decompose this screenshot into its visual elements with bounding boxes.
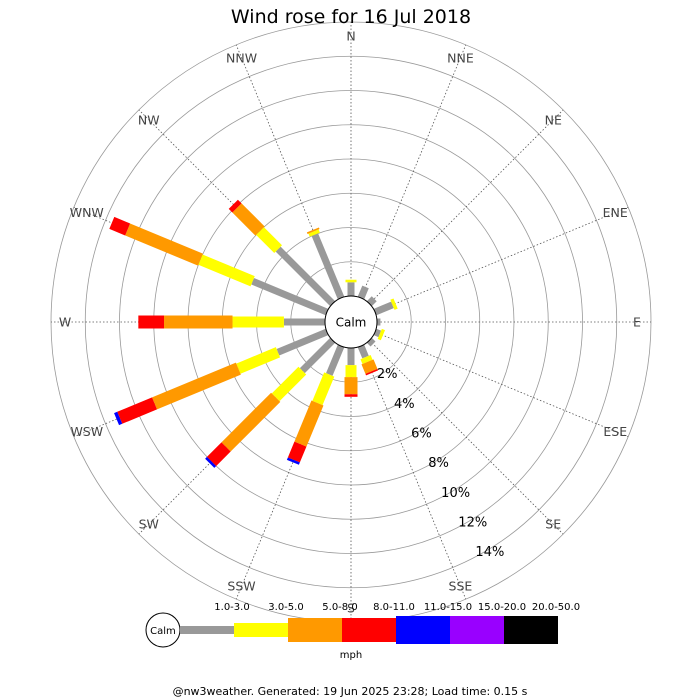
legend-swatch-5.0-8.0 bbox=[288, 618, 342, 642]
compass-label-se: SE bbox=[545, 517, 561, 532]
bar-sse-8.0-11.0 bbox=[365, 368, 379, 376]
spoke-se bbox=[369, 340, 564, 535]
calm-label: Calm bbox=[336, 316, 367, 330]
ring-label-2: 2% bbox=[377, 367, 398, 382]
bar-nw-8.0-11.0 bbox=[228, 199, 242, 213]
legend-swatch-15.0-20.0 bbox=[450, 616, 504, 644]
bar-nnw-1.0-3.0 bbox=[311, 233, 345, 300]
bar-sw-11.0-15.0 bbox=[205, 456, 217, 468]
spoke-sse bbox=[360, 345, 467, 600]
legend-label-20.0-50.0: 20.0-50.0 bbox=[532, 602, 580, 613]
bar-wnw-1.0-3.0 bbox=[251, 278, 329, 316]
compass-label-ese: ESE bbox=[603, 424, 627, 439]
bar-sw-3.0-5.0 bbox=[271, 366, 307, 402]
legend-units: mph bbox=[340, 650, 362, 661]
bar-nnw-5.0-8.0 bbox=[306, 227, 320, 235]
footer-text: @nw3weather. Generated: 19 Jun 2025 23:2… bbox=[173, 685, 528, 698]
compass-label-n: N bbox=[346, 29, 355, 44]
legend-label-11.0-15.0: 11.0-15.0 bbox=[424, 602, 472, 613]
compass-label-e: E bbox=[633, 315, 641, 330]
legend-label-8.0-11.0: 8.0-11.0 bbox=[373, 602, 415, 613]
compass-labels-layer: N NNE NE ENE E ESE SE SSE S SSW SW WSW W WNW NW NNW bbox=[59, 29, 641, 616]
compass-label-wsw: WSW bbox=[70, 424, 103, 439]
compass-label-wnw: WNW bbox=[70, 205, 104, 220]
bar-ene-1.0-3.0 bbox=[373, 301, 394, 316]
bar-ne-1.0-3.0 bbox=[366, 296, 377, 307]
ring-14 bbox=[84, 55, 618, 589]
compass-label-w: W bbox=[59, 315, 71, 330]
bar-ssw-8.0-11.0 bbox=[287, 441, 307, 463]
bar-sse-5.0-8.0 bbox=[361, 359, 378, 374]
compass-label-nw: NW bbox=[138, 112, 160, 127]
bar-wnw-3.0-5.0 bbox=[198, 254, 255, 287]
bar-ssw-11.0-15.0 bbox=[286, 457, 300, 465]
compass-label-ne: NE bbox=[545, 112, 562, 127]
bar-wsw-5.0-8.0 bbox=[152, 362, 241, 410]
bar-nw-5.0-8.0 bbox=[232, 203, 265, 236]
bar-ssw-3.0-5.0 bbox=[312, 372, 335, 406]
legend-swatch-20.0-50.0 bbox=[504, 616, 558, 644]
compass-label-nne: NNE bbox=[447, 50, 474, 65]
compass-label-sw: SW bbox=[139, 517, 159, 532]
bar-sw-5.0-8.0 bbox=[221, 392, 281, 452]
bar-sw-1.0-3.0 bbox=[299, 337, 336, 374]
bar-ssw-5.0-8.0 bbox=[294, 400, 324, 447]
bars-layer bbox=[109, 199, 398, 468]
bar-ese-3.0-5.0 bbox=[377, 328, 386, 341]
bar-sw-8.0-11.0 bbox=[206, 442, 231, 467]
ring-label-4: 4% bbox=[394, 397, 415, 412]
compass-label-sse: SSE bbox=[449, 579, 473, 594]
compass-label-s: S bbox=[347, 601, 355, 616]
legend: Calm 1.0-3.0 3.0-5.0 5.0-8.0 8.0-11.0 11.0-15… bbox=[145, 602, 580, 661]
ring-label-10: 10% bbox=[441, 486, 470, 501]
bar-nw-1.0-3.0 bbox=[275, 246, 336, 307]
bar-ene-3.0-5.0 bbox=[390, 298, 398, 310]
bar-wsw-1.0-3.0 bbox=[276, 328, 329, 356]
ring-12 bbox=[119, 90, 583, 554]
bar-wsw-8.0-11.0 bbox=[117, 397, 158, 424]
bar-ese-1.0-3.0 bbox=[373, 328, 382, 338]
bar-wsw-11.0-15.0 bbox=[114, 411, 123, 426]
ring-label-6: 6% bbox=[411, 427, 432, 442]
legend-label-15.0-20.0: 15.0-20.0 bbox=[478, 602, 526, 613]
bar-sse-1.0-3.0 bbox=[357, 344, 369, 359]
bar-nnw-3.0-5.0 bbox=[308, 229, 320, 237]
spoke-ese bbox=[374, 331, 629, 438]
legend-label-1.0-3.0: 1.0-3.0 bbox=[214, 602, 249, 613]
spoke-nne bbox=[360, 44, 467, 299]
calm-circle bbox=[324, 295, 378, 349]
legend-swatch-11.0-15.0 bbox=[396, 616, 450, 644]
ring-labels-layer: 2% 4% 6% 8% 10% 12% 14% bbox=[377, 367, 505, 560]
ring-label-8: 8% bbox=[428, 456, 449, 471]
bar-wnw-8.0-11.0 bbox=[109, 216, 131, 236]
legend-swatch-3.0-5.0 bbox=[234, 623, 288, 637]
compass-label-nnw: NNW bbox=[226, 50, 257, 65]
ring-label-14: 14% bbox=[475, 545, 504, 560]
legend-swatch-8.0-11.0 bbox=[342, 618, 396, 642]
spoke-ene bbox=[374, 206, 629, 313]
bar-sse-3.0-5.0 bbox=[360, 354, 373, 364]
legend-label-3.0-5.0: 3.0-5.0 bbox=[268, 602, 303, 613]
chart-title: Wind rose for 16 Jul 2018 bbox=[231, 6, 471, 28]
bar-wsw-3.0-5.0 bbox=[236, 347, 281, 374]
compass-label-ssw: SSW bbox=[227, 579, 255, 594]
legend-swatch-1.0-3.0 bbox=[180, 626, 234, 634]
compass-label-ene: ENE bbox=[603, 205, 628, 220]
bar-se-1.0-3.0 bbox=[366, 337, 376, 347]
ring-label-12: 12% bbox=[458, 515, 487, 530]
bar-wnw-5.0-8.0 bbox=[125, 223, 203, 266]
legend-calm-label: Calm bbox=[150, 626, 176, 637]
legend-label-5.0-8.0: 5.0-8.0 bbox=[322, 602, 357, 613]
spoke-ne bbox=[369, 109, 564, 304]
bar-nne-1.0-3.0 bbox=[357, 285, 369, 300]
bar-nw-3.0-5.0 bbox=[256, 227, 283, 254]
bar-ssw-1.0-3.0 bbox=[326, 344, 345, 376]
